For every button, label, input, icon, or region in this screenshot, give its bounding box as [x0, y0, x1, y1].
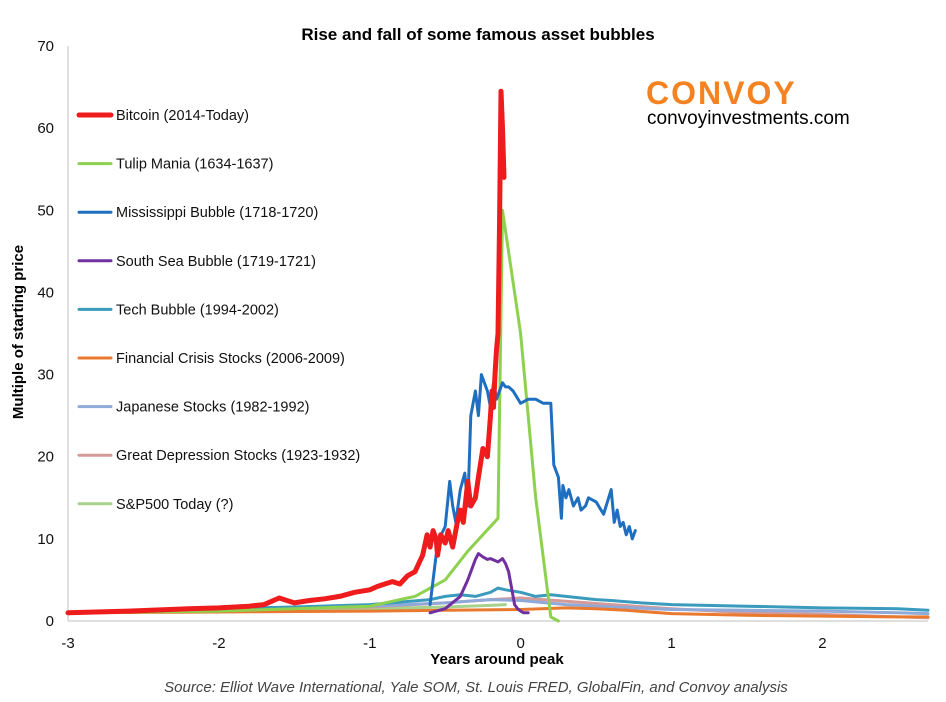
y-axis-label: Multiple of starting price [10, 245, 27, 419]
y-tick-label: 30 [37, 367, 54, 384]
y-tick-label: 40 [37, 284, 54, 301]
chart-title: Rise and fall of some famous asset bubbl… [301, 25, 654, 44]
source-note: Source: Elliot Wave International, Yale … [164, 679, 788, 696]
series-line-2 [428, 373, 637, 607]
series-line-5 [66, 606, 930, 619]
legend-label: South Sea Bubble (1719-1721) [116, 254, 316, 270]
logo-website: convoyinvestments.com [647, 108, 850, 129]
legend-label: Bitcoin (2014-Today) [116, 108, 249, 124]
y-tick-label: 60 [37, 120, 54, 137]
series-layer [65, 88, 930, 623]
x-tick-label: 2 [818, 635, 826, 652]
y-tick-label: 70 [37, 38, 54, 55]
series-line-1 [66, 208, 560, 623]
x-axis-ticks: -3 -2 -1 0 1 2 [61, 635, 826, 652]
x-tick-label: -1 [363, 635, 376, 652]
logo-text: CONVOY [646, 75, 797, 111]
x-tick-label: -3 [61, 635, 74, 652]
x-tick-label: 0 [516, 635, 524, 652]
y-tick-label: 50 [37, 202, 54, 219]
legend-label: Mississippi Bubble (1718-1720) [116, 205, 318, 221]
legend: Bitcoin (2014-Today) Tulip Mania (1634-16… [76, 108, 360, 513]
series-line-0 [65, 88, 507, 616]
convoy-logo: CONVOY convoyinvestments.com [640, 74, 850, 129]
x-axis-label: Years around peak [430, 651, 564, 668]
legend-label: Japanese Stocks (1982-1992) [116, 400, 309, 416]
y-tick-label: 10 [37, 531, 54, 548]
legend-label: S&P500 Today (?) [116, 497, 233, 513]
series-line-3 [428, 552, 530, 615]
y-tick-label: 20 [37, 449, 54, 466]
legend-label: Financial Crisis Stocks (2006-2009) [116, 351, 345, 367]
x-tick-label: -2 [212, 635, 225, 652]
y-tick-label: 0 [46, 613, 54, 630]
legend-label: Tech Bubble (1994-2002) [116, 302, 279, 318]
legend-label: Tulip Mania (1634-1637) [116, 157, 273, 173]
y-axis-ticks: 0 10 20 30 40 50 60 70 [37, 38, 54, 630]
x-tick-label: 1 [667, 635, 675, 652]
legend-label: Great Depression Stocks (1923-1932) [116, 448, 360, 464]
